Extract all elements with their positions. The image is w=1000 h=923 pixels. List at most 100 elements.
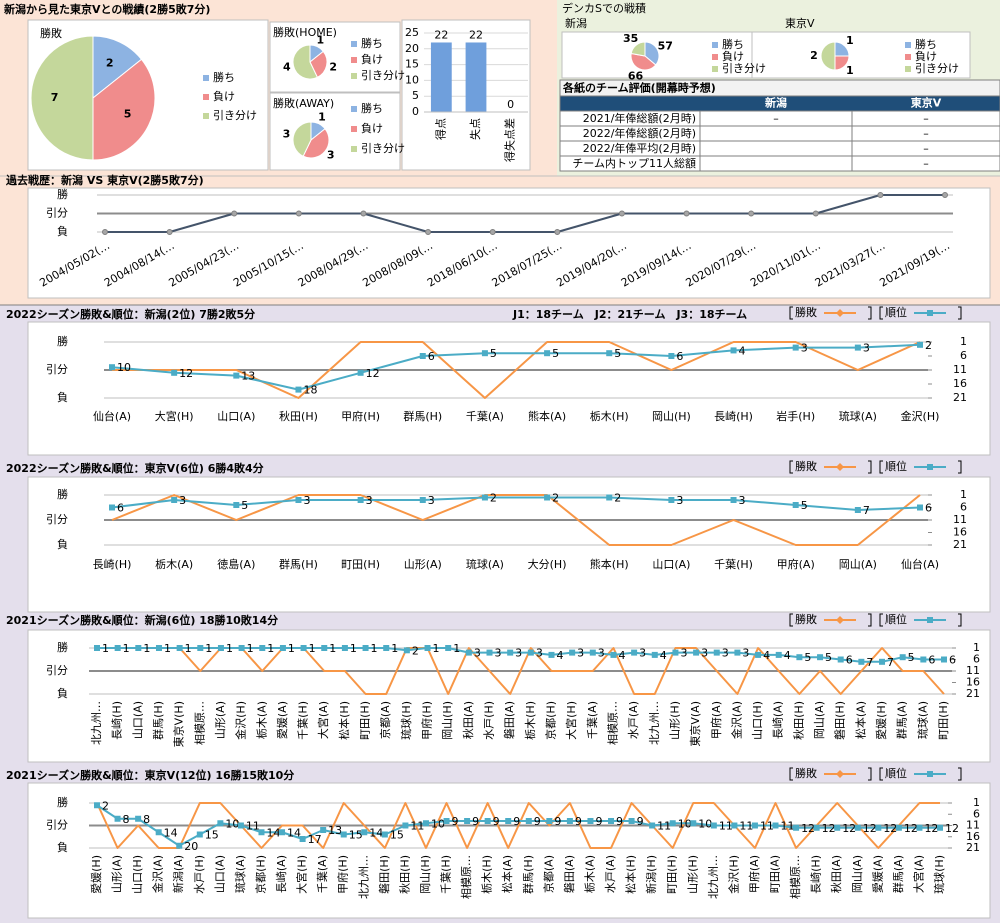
x-tick-label: 岩手(H) (776, 409, 815, 423)
marker (486, 649, 493, 656)
data-label: 8 (143, 813, 150, 826)
data-label: 3 (801, 342, 808, 355)
data-label: 2 (552, 492, 559, 505)
x-tick-label: 仙台(A) (93, 409, 131, 423)
bar (465, 42, 487, 113)
data-label: 1 (846, 64, 854, 77)
x-tick-label: 甲府(A) (777, 557, 815, 571)
legend-label: 勝ち (915, 37, 937, 51)
y-tick-label: 10 (405, 73, 419, 86)
legend-bracket (789, 460, 793, 474)
data-label: 15 (205, 829, 219, 842)
y2-tick-label: 16 (966, 676, 980, 689)
y-tick-label: 負 (57, 538, 68, 551)
x-tick-label: 町田(H) (341, 558, 380, 571)
marker (608, 818, 615, 824)
legend-label: 勝敗 (795, 305, 817, 319)
pie-slice (292, 44, 319, 80)
y2-tick-label: 6 (960, 501, 967, 514)
data-label: 2 (490, 492, 497, 505)
marker (419, 353, 426, 359)
marker (858, 658, 865, 665)
data-label: 3 (179, 494, 186, 507)
data-label: 4 (618, 649, 625, 662)
pie-slice (644, 41, 660, 66)
data-label: 1 (329, 642, 336, 655)
series-line (97, 647, 944, 663)
pie-slice (309, 50, 328, 78)
legend-label: 勝敗 (795, 459, 817, 473)
marker (381, 831, 388, 838)
marker (176, 842, 183, 849)
data-label: 3 (639, 647, 646, 660)
chart-frame (269, 92, 401, 171)
marker (481, 350, 488, 357)
x-tick-label: 岡山(H) (652, 410, 691, 423)
data-label: 3 (327, 149, 335, 162)
marker (672, 649, 679, 656)
x-tick-label: 得失点差 (503, 118, 517, 162)
legend-bracket (958, 613, 962, 627)
marker (730, 347, 737, 354)
x-tick-label: 長崎(H) (809, 855, 823, 894)
line-chart: 2021シーズン勝敗&順位：東京V(12位) 16勝15敗10分勝引分負1611… (6, 766, 980, 899)
legend-label: 引き分け (213, 108, 257, 122)
y2-tick-label: 1 (960, 488, 967, 501)
data-label: 20 (184, 840, 198, 853)
legend-swatch (905, 66, 911, 72)
x-tick-label: 岡山(H) (419, 855, 432, 894)
marker (937, 824, 943, 831)
bar (430, 42, 452, 113)
y-tick-label: 引分 (46, 512, 68, 526)
marker (114, 815, 121, 822)
x-tick-label: 琉球(A) (915, 701, 929, 739)
y2-tick-label: 21 (953, 391, 967, 404)
y2-tick-label: 16 (966, 830, 980, 843)
marker (383, 645, 390, 651)
x-tick-label: 琉球(A) (233, 855, 247, 893)
chart-title: 東京V (785, 16, 815, 30)
marker (135, 645, 142, 651)
chart-frame (751, 31, 971, 79)
x-tick-label: 群馬(H) (279, 557, 318, 571)
y-tick-label: 15 (405, 58, 419, 71)
marker (927, 617, 933, 623)
y-tick-label: 25 (405, 26, 419, 39)
legend-swatch (712, 66, 718, 72)
marker (836, 309, 844, 317)
legend-label: 勝敗 (795, 766, 817, 780)
table-row-label: 2022/年俸平均(2月時) (583, 141, 696, 155)
x-tick-label: 長崎(A) (771, 701, 785, 739)
x-tick-label: 山形(A) (111, 855, 124, 893)
marker (357, 497, 364, 503)
x-tick-label: 栃木(H) (480, 855, 494, 894)
legend-bracket (879, 613, 883, 627)
marker (340, 831, 347, 838)
legend-bracket (868, 460, 872, 474)
y-tick-label: 勝 (57, 640, 68, 654)
data-label: 5 (908, 651, 915, 664)
marker (606, 494, 613, 501)
x-tick-label: 磐田(A) (562, 855, 576, 893)
legend-label: 負け (361, 53, 383, 66)
data-label: 9 (493, 815, 500, 828)
data-label: 1 (102, 642, 109, 655)
marker (155, 829, 162, 836)
series-line (105, 194, 945, 233)
marker (422, 820, 429, 827)
data-label: 22 (469, 28, 483, 41)
marker (445, 645, 452, 651)
marker (464, 818, 471, 824)
data-label: 5 (552, 347, 559, 360)
table-title: 各紙のチーム評価(開幕時予想) (562, 81, 716, 95)
y2-tick-label: 1 (973, 796, 980, 809)
marker (237, 822, 244, 829)
data-label: 3 (701, 647, 708, 660)
marker (775, 651, 782, 658)
data-label: 1 (143, 642, 150, 655)
y2-tick-label: 6 (960, 349, 967, 362)
x-tick-label: 北九州… (648, 701, 661, 745)
series-line (112, 341, 921, 399)
y-tick-label: 勝 (57, 187, 68, 201)
